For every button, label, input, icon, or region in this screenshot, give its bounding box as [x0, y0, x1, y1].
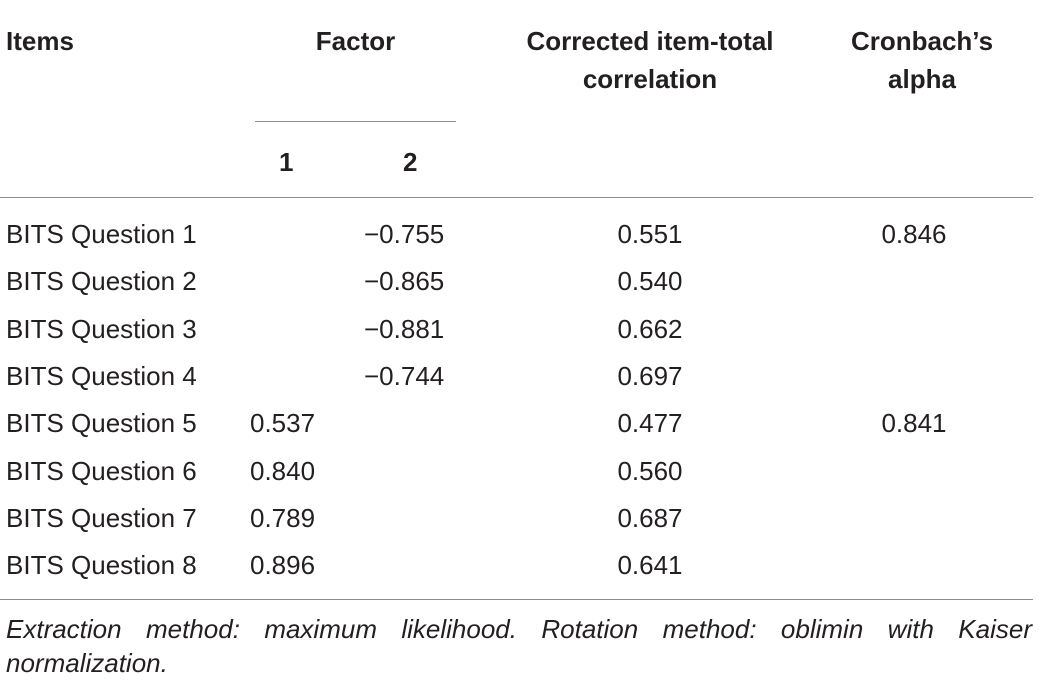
header-corrected-line2: correlation — [582, 64, 718, 94]
cell-item: BITS Question 6 — [6, 456, 197, 486]
cell-corrected-correlation: 0.662 — [617, 314, 683, 344]
cell-item: BITS Question 8 — [6, 550, 197, 580]
cell-factor-2: −0.865 — [364, 266, 445, 296]
bottom-rule — [0, 599, 1033, 600]
cell-corrected-correlation: 0.551 — [617, 219, 683, 249]
cell-factor-2: −0.881 — [364, 314, 445, 344]
header-factor-2: 2 — [403, 147, 418, 177]
cell-factor-1: 0.840 — [250, 456, 316, 486]
cell-corrected-correlation: 0.697 — [617, 361, 683, 391]
header-items: Items — [6, 26, 74, 56]
cell-corrected-correlation: 0.641 — [617, 550, 683, 580]
factor-underline — [255, 121, 456, 122]
header-alpha-line1: Cronbach’s — [850, 26, 994, 56]
cell-item: BITS Question 1 — [6, 219, 197, 249]
header-rule — [0, 197, 1033, 198]
cell-cronbach-alpha: 0.846 — [881, 219, 947, 249]
header-factor-1: 1 — [279, 147, 294, 177]
cell-cronbach-alpha: 0.841 — [881, 408, 947, 438]
cell-factor-1: 0.537 — [250, 408, 316, 438]
table-footnote: Extraction method: maximum likelihood. R… — [6, 614, 1032, 678]
cell-item: BITS Question 4 — [6, 361, 197, 391]
cell-corrected-correlation: 0.560 — [617, 456, 683, 486]
header-corrected-line1: Corrected item-total — [526, 26, 774, 56]
cell-factor-1: 0.789 — [250, 503, 316, 533]
cell-factor-2: −0.744 — [364, 361, 445, 391]
header-factor: Factor — [315, 26, 396, 56]
cell-corrected-correlation: 0.477 — [617, 408, 683, 438]
cell-factor-1: 0.896 — [250, 550, 316, 580]
header-alpha-line2: alpha — [888, 64, 956, 94]
cell-factor-2: −0.755 — [364, 219, 445, 249]
cell-item: BITS Question 5 — [6, 408, 197, 438]
cell-item: BITS Question 2 — [6, 266, 197, 296]
cell-corrected-correlation: 0.687 — [617, 503, 683, 533]
cell-item: BITS Question 3 — [6, 314, 197, 344]
cell-item: BITS Question 7 — [6, 503, 197, 533]
cell-corrected-correlation: 0.540 — [617, 266, 683, 296]
